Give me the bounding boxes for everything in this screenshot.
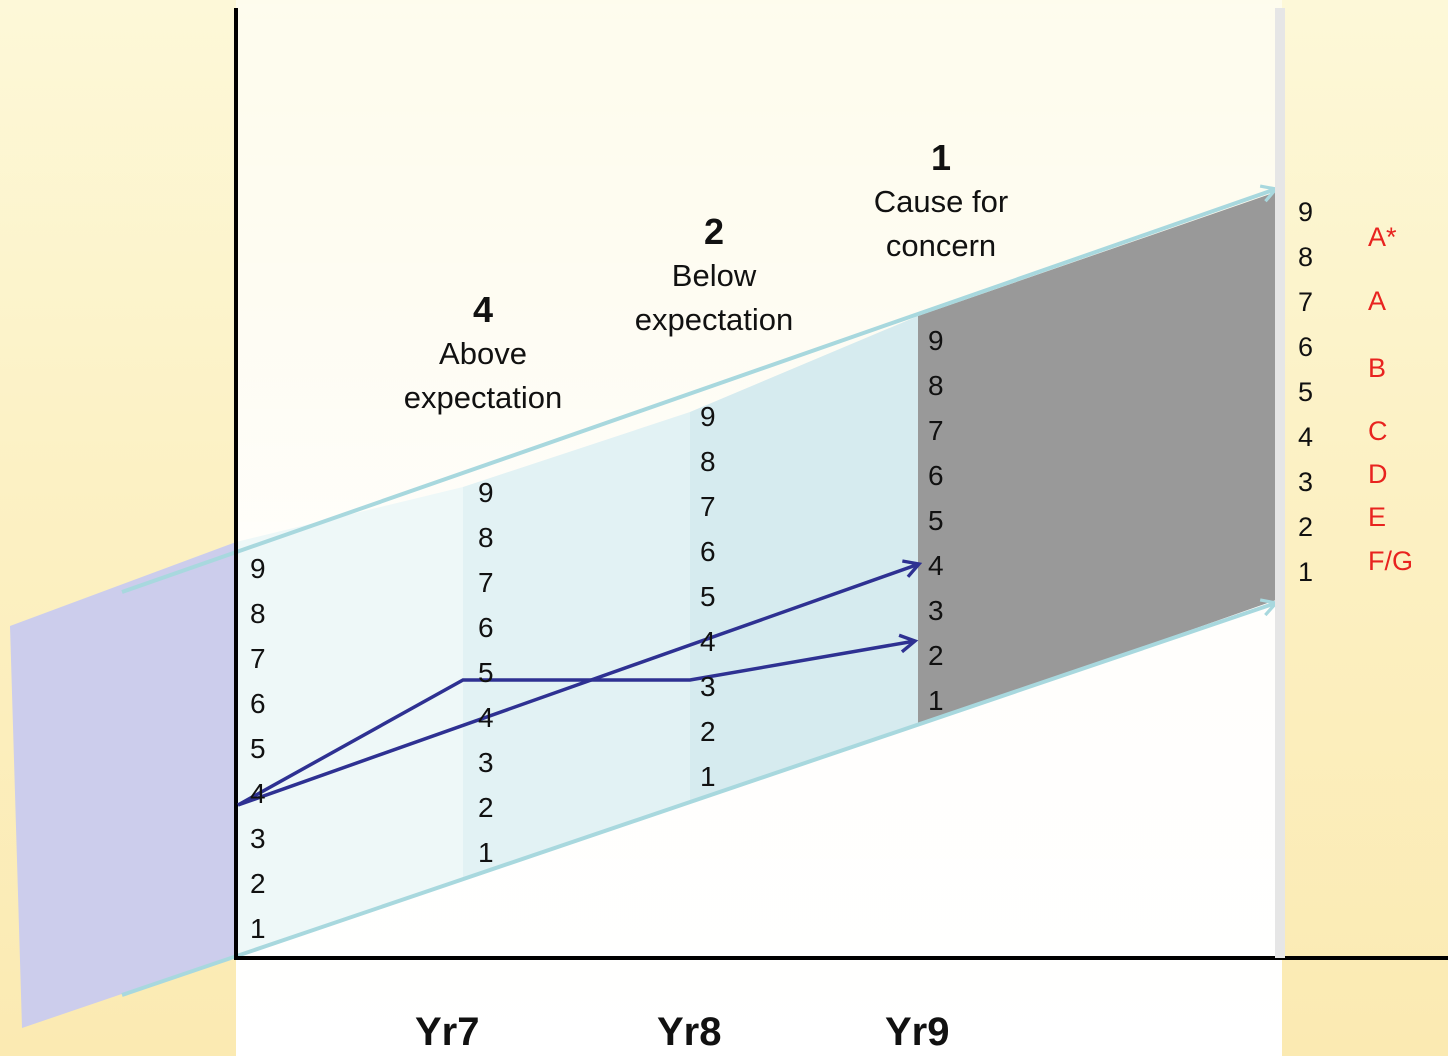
scale-value: 4: [928, 550, 944, 581]
scale-value: 8: [478, 522, 494, 553]
region-below-expectation: [690, 316, 918, 803]
scale-value: 9: [700, 401, 716, 432]
scale-value: 4: [250, 778, 266, 809]
scale-value: 2: [250, 868, 266, 899]
trajectory-plateau: [237, 633, 919, 807]
scale-value: 9: [928, 325, 944, 356]
lower-boundary-arrow: [121, 598, 1280, 997]
scale-value: 5: [478, 657, 494, 688]
scale-value: 3: [1298, 467, 1314, 497]
header-text-line2: expectation: [403, 380, 563, 415]
grade-label: C: [1368, 416, 1388, 446]
x-label-yr8: Yr8: [657, 1010, 722, 1054]
x-label-yr7: Yr7: [415, 1010, 480, 1054]
scale-value: 6: [928, 460, 944, 491]
scale-value: 2: [1298, 512, 1314, 542]
region-cause-for-concern: [918, 192, 1276, 726]
grade-label: A*: [1368, 222, 1397, 252]
gcse-scale-column: 9 8 7 6 5 4 3 2 1: [1298, 190, 1313, 595]
scale-value: 9: [478, 477, 494, 508]
scale-value: 1: [250, 913, 266, 944]
scale-value: 6: [250, 688, 266, 719]
scale-value: 8: [250, 598, 266, 629]
scale-value: 1: [478, 837, 494, 868]
grade-label: B: [1368, 353, 1387, 383]
scale-value: 2: [700, 716, 716, 747]
scale-value: 5: [1298, 377, 1314, 407]
header-text-line2: expectation: [634, 302, 794, 337]
scale-value: 6: [700, 536, 716, 567]
prior-attainment-band: [10, 542, 236, 1028]
scale-value: 1: [700, 761, 716, 792]
start-scale-column: 9 8 7 6 5 4 3 2 1: [250, 546, 266, 951]
grade-label: A: [1368, 286, 1387, 316]
scale-value: 7: [250, 643, 266, 674]
scale-value: 4: [1298, 422, 1314, 452]
scale-value: 7: [1298, 287, 1314, 317]
scale-value: 3: [478, 747, 494, 778]
header-number: 4: [472, 289, 494, 330]
scale-value: 5: [928, 505, 944, 536]
grade-label: F/G: [1368, 546, 1413, 576]
scale-value: 4: [478, 702, 494, 733]
scale-value: 1: [928, 685, 944, 716]
header-text-line1: Above: [439, 336, 527, 371]
header-below-expectation: 2 Below expectation: [612, 210, 816, 342]
header-number: 2: [703, 211, 725, 252]
scale-value: 2: [478, 792, 494, 823]
header-text-line2: concern: [885, 228, 997, 263]
yr7-scale-column: 9 8 7 6 5 4 3 2 1: [478, 470, 494, 875]
upper-boundary-arrow: [121, 184, 1280, 594]
scale-value: 9: [250, 553, 266, 584]
scale-value: 7: [478, 567, 494, 598]
header-text-line1: Cause for: [873, 184, 1009, 219]
scale-value: 3: [250, 823, 266, 854]
scale-value: 6: [478, 612, 494, 643]
grade-label: E: [1368, 502, 1387, 532]
yr8-scale-column: 9 8 7 6 5 4 3 2 1: [700, 394, 716, 799]
scale-value: 2: [928, 640, 944, 671]
scale-value: 8: [1298, 242, 1314, 272]
scale-value: 3: [928, 595, 944, 626]
scale-value: 9: [1298, 197, 1314, 227]
trajectory-steady: [237, 559, 923, 807]
yr9-scale-column: 9 8 7 6 5 4 3 2 1: [928, 318, 944, 723]
header-number: 1: [930, 137, 952, 178]
scale-value: 7: [700, 491, 716, 522]
x-label-yr9: Yr9: [885, 1010, 950, 1054]
header-above-expectation: 4 Above expectation: [383, 288, 583, 420]
header-text-line1: Below: [671, 258, 757, 293]
scale-value: 3: [700, 671, 716, 702]
scale-value: 6: [1298, 332, 1314, 362]
region-above-expectation-2: [463, 412, 690, 880]
scale-value: 8: [928, 370, 944, 401]
header-cause-for-concern: 1 Cause for concern: [841, 136, 1041, 268]
region-above-expectation: [236, 487, 463, 955]
scale-value: 1: [1298, 557, 1314, 587]
scale-value: 7: [928, 415, 944, 446]
scale-value: 5: [250, 733, 266, 764]
grade-label: D: [1368, 459, 1388, 489]
scale-value: 4: [700, 626, 716, 657]
scale-value: 8: [700, 446, 716, 477]
scale-value: 5: [700, 581, 716, 612]
